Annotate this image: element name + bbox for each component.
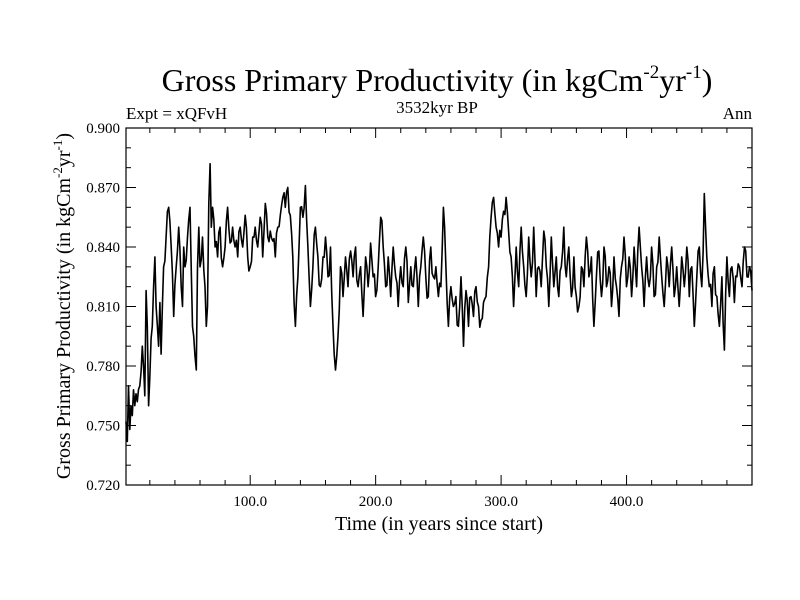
experiment-label: Expt = xQFvH <box>126 104 227 123</box>
chart-title: Gross Primary Productivity (in kgCm-2yr-… <box>162 62 713 98</box>
y-tick-label: 0.750 <box>86 419 120 435</box>
y-tick-label: 0.900 <box>86 121 120 137</box>
y-axis-label: Gross Primary Productivity (in kgCm-2yr-… <box>50 133 75 479</box>
x-axis: 100.0 200.0 300.0 400.0 <box>149 128 728 510</box>
y-tick-label: 0.780 <box>86 359 120 375</box>
x-tick-label: 100.0 <box>233 494 267 510</box>
x-axis-label: Time (in years since start) <box>335 513 543 535</box>
x-tick-label: 400.0 <box>610 494 644 510</box>
x-tick-label: 200.0 <box>359 494 393 510</box>
y-tick-label: 0.870 <box>86 181 120 197</box>
series-line-gpp <box>125 162 753 443</box>
y-tick-label: 0.810 <box>86 300 120 316</box>
y-axis: 0.720 0.750 0.780 0.810 0.840 0.870 0.900 <box>86 121 752 494</box>
plot-frame <box>125 127 753 486</box>
x-tick-label: 300.0 <box>484 494 518 510</box>
period-label: 3532kyr BP <box>396 98 478 117</box>
y-tick-label: 0.840 <box>86 240 120 256</box>
y-tick-label: 0.720 <box>86 478 120 494</box>
season-label: Ann <box>723 104 753 123</box>
